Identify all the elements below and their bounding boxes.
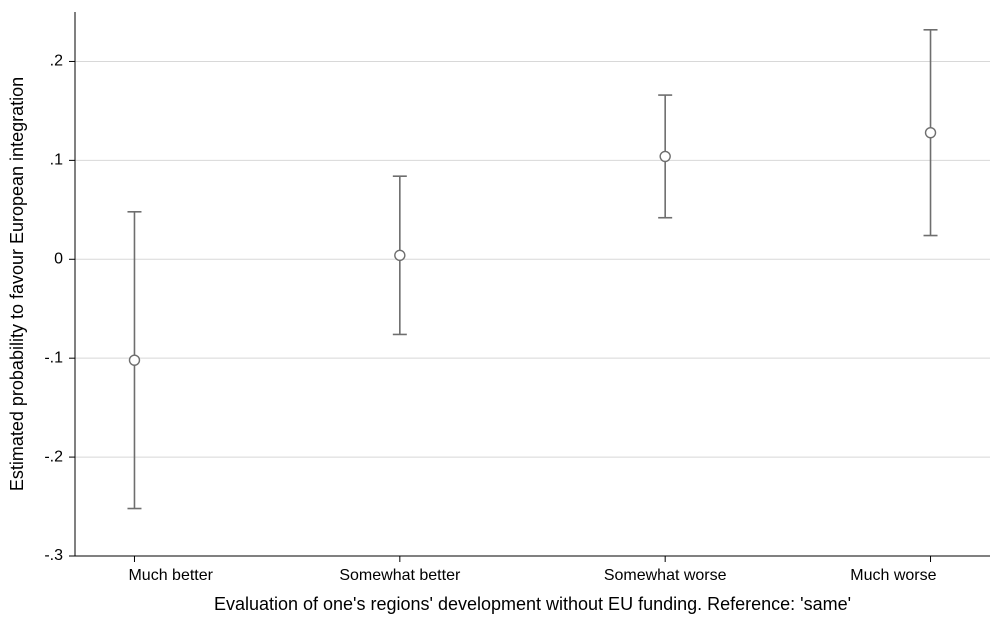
x-axis-title: Evaluation of one's regions' development… bbox=[214, 594, 851, 614]
x-tick-label: Much worse bbox=[850, 567, 936, 584]
x-tick-label: Somewhat better bbox=[339, 567, 461, 584]
data-point bbox=[926, 128, 936, 138]
y-tick-label: .2 bbox=[50, 53, 63, 70]
y-axis-title: Estimated probability to favour European… bbox=[7, 77, 27, 491]
y-tick-label: -.3 bbox=[44, 547, 63, 564]
y-tick-label: -.2 bbox=[44, 448, 63, 465]
data-point bbox=[660, 151, 670, 161]
y-axis-title-group: Estimated probability to favour European… bbox=[7, 77, 27, 491]
chart-background bbox=[0, 0, 1000, 626]
x-tick-label: Much better bbox=[128, 567, 213, 584]
y-tick-label: .1 bbox=[50, 152, 63, 169]
errorbar-chart: -.3 -.2 -.1 0 .1 .2 Much better Somewhat better… bbox=[0, 0, 1000, 626]
y-tick-label: -.1 bbox=[44, 349, 63, 366]
x-tick-label: Somewhat worse bbox=[604, 567, 727, 584]
data-point bbox=[395, 250, 405, 260]
y-tick-label: 0 bbox=[54, 250, 63, 267]
data-point bbox=[129, 355, 139, 365]
chart-container: -.3 -.2 -.1 0 .1 .2 Much better Somewhat better… bbox=[0, 0, 1000, 626]
